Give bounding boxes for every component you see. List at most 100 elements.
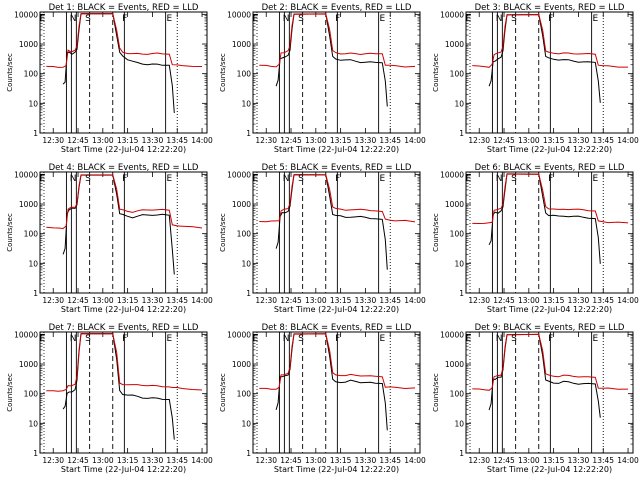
event-marker: S bbox=[298, 174, 304, 184]
x-tick-label: 13:30 bbox=[568, 136, 590, 145]
panel-det-1: Det 1: BLACK = Events, RED = LLD 1 10 100 10… bbox=[6, 3, 213, 154]
panel-title: Det 5: BLACK = Events, RED = LLD bbox=[262, 163, 412, 173]
series-events bbox=[275, 13, 388, 107]
event-marker: N bbox=[70, 14, 77, 24]
plot-area bbox=[43, 172, 203, 293]
y-tick-label: 10 bbox=[454, 259, 464, 268]
event-marker: S bbox=[298, 334, 304, 344]
event-marker: E bbox=[166, 14, 172, 24]
event-marker: E bbox=[379, 14, 385, 24]
event-marker: E bbox=[166, 174, 172, 184]
x-tick-label: 12:30 bbox=[468, 456, 490, 465]
x-tick-label: 13:45 bbox=[379, 456, 401, 465]
x-tick-label: 12:30 bbox=[468, 296, 490, 305]
plot-area bbox=[256, 332, 416, 453]
plot-frame bbox=[39, 11, 208, 134]
plot-area bbox=[469, 332, 629, 453]
y-tick-label: 1000 bbox=[445, 360, 464, 369]
y-tick-label: 10 bbox=[241, 259, 251, 268]
x-tick-label: 12:45 bbox=[67, 296, 89, 305]
event-marker: E bbox=[166, 334, 172, 344]
event-marker: S bbox=[511, 14, 517, 24]
event-marker: F bbox=[122, 174, 127, 184]
plot-frame bbox=[465, 171, 634, 294]
x-tick-label: 14:00 bbox=[404, 456, 426, 465]
x-tick-label: 13:00 bbox=[518, 136, 540, 145]
event-marker: N bbox=[283, 334, 290, 344]
series-events bbox=[62, 13, 175, 114]
x-tick-label: 13:45 bbox=[379, 296, 401, 305]
y-tick-label: 10000 bbox=[14, 330, 38, 339]
event-marker: S bbox=[85, 14, 91, 24]
x-tick-label: 13:15 bbox=[117, 136, 139, 145]
y-tick-label: 100 bbox=[237, 390, 252, 399]
event-marker: S bbox=[298, 14, 304, 24]
panel-title: Det 9: BLACK = Events, RED = LLD bbox=[475, 323, 625, 333]
x-tick-label: 13:45 bbox=[166, 456, 188, 465]
plot-area bbox=[256, 172, 416, 293]
y-tick-label: 1000 bbox=[445, 200, 464, 209]
x-tick-label: 13:15 bbox=[543, 136, 565, 145]
panel-title: Det 3: BLACK = Events, RED = LLD bbox=[475, 3, 625, 13]
x-tick-label: 13:30 bbox=[142, 296, 164, 305]
x-tick-label: 13:30 bbox=[355, 136, 377, 145]
y-axis-label: Counts/sec bbox=[6, 213, 14, 252]
event-marker: F bbox=[548, 334, 553, 344]
x-tick-label: 12:30 bbox=[255, 296, 277, 305]
event-marker: S bbox=[511, 334, 517, 344]
y-tick-label: 1 bbox=[246, 449, 251, 458]
y-tick-label: 1 bbox=[459, 289, 464, 298]
y-axis-label: Counts/sec bbox=[432, 53, 440, 92]
y-axis-label: Counts/sec bbox=[6, 373, 14, 412]
y-tick-label: 1000 bbox=[19, 40, 38, 49]
x-axis-label: Start Time (22-Jul-04 12:22:20) bbox=[487, 465, 612, 474]
x-tick-label: 12:45 bbox=[67, 456, 89, 465]
y-tick-label: 10 bbox=[28, 419, 38, 428]
event-marker: N bbox=[496, 14, 503, 24]
y-tick-label: 100 bbox=[450, 390, 465, 399]
panel-det-5: Det 5: BLACK = Events, RED = LLD 1 10 100 10… bbox=[219, 163, 426, 314]
y-tick-label: 1000 bbox=[19, 360, 38, 369]
y-tick-label: 100 bbox=[24, 70, 39, 79]
x-tick-label: 13:30 bbox=[142, 136, 164, 145]
y-tick-label: 1000 bbox=[19, 200, 38, 209]
panel-title: Det 4: BLACK = Events, RED = LLD bbox=[49, 163, 199, 173]
x-tick-label: 13:15 bbox=[330, 136, 352, 145]
series-events bbox=[275, 333, 388, 431]
event-marker: E bbox=[39, 334, 45, 344]
y-tick-label: 1000 bbox=[232, 200, 251, 209]
x-tick-label: 12:30 bbox=[468, 136, 490, 145]
event-marker: E bbox=[592, 174, 598, 184]
event-marker: E bbox=[39, 174, 45, 184]
series-lld bbox=[259, 13, 416, 68]
panel-det-3: Det 3: BLACK = Events, RED = LLD 1 10 100 10… bbox=[432, 3, 639, 154]
x-axis-label: Start Time (22-Jul-04 12:22:20) bbox=[61, 465, 186, 474]
y-tick-label: 1 bbox=[246, 289, 251, 298]
event-marker: E bbox=[379, 174, 385, 184]
y-tick-label: 1 bbox=[459, 449, 464, 458]
panel-title: Det 1: BLACK = Events, RED = LLD bbox=[49, 3, 199, 13]
series-lld bbox=[46, 333, 203, 392]
panel-det-2: Det 2: BLACK = Events, RED = LLD 1 10 100 10… bbox=[219, 3, 426, 154]
x-axis-label: Start Time (22-Jul-04 12:22:20) bbox=[274, 305, 399, 314]
plot-frame bbox=[39, 331, 208, 454]
event-marker: E bbox=[252, 334, 258, 344]
panel-title: Det 8: BLACK = Events, RED = LLD bbox=[262, 323, 412, 333]
x-tick-label: 12:30 bbox=[255, 136, 277, 145]
y-tick-label: 1000 bbox=[445, 40, 464, 49]
x-axis-label: Start Time (22-Jul-04 12:22:20) bbox=[61, 305, 186, 314]
x-tick-label: 13:15 bbox=[330, 456, 352, 465]
event-marker: N bbox=[283, 174, 290, 184]
event-marker: N bbox=[70, 174, 77, 184]
y-tick-label: 10 bbox=[241, 99, 251, 108]
event-marker: F bbox=[548, 14, 553, 24]
panel-det-8: Det 8: BLACK = Events, RED = LLD 1 10 100 10… bbox=[219, 323, 426, 474]
series-events bbox=[275, 174, 388, 270]
y-tick-label: 10000 bbox=[227, 10, 251, 19]
x-tick-label: 13:00 bbox=[92, 136, 114, 145]
series-events bbox=[62, 174, 175, 275]
x-tick-label: 13:00 bbox=[305, 296, 327, 305]
plot-area bbox=[43, 12, 203, 133]
panel-det-4: Det 4: BLACK = Events, RED = LLD 1 10 100 10… bbox=[6, 163, 213, 314]
x-axis-label: Start Time (22-Jul-04 12:22:20) bbox=[274, 465, 399, 474]
